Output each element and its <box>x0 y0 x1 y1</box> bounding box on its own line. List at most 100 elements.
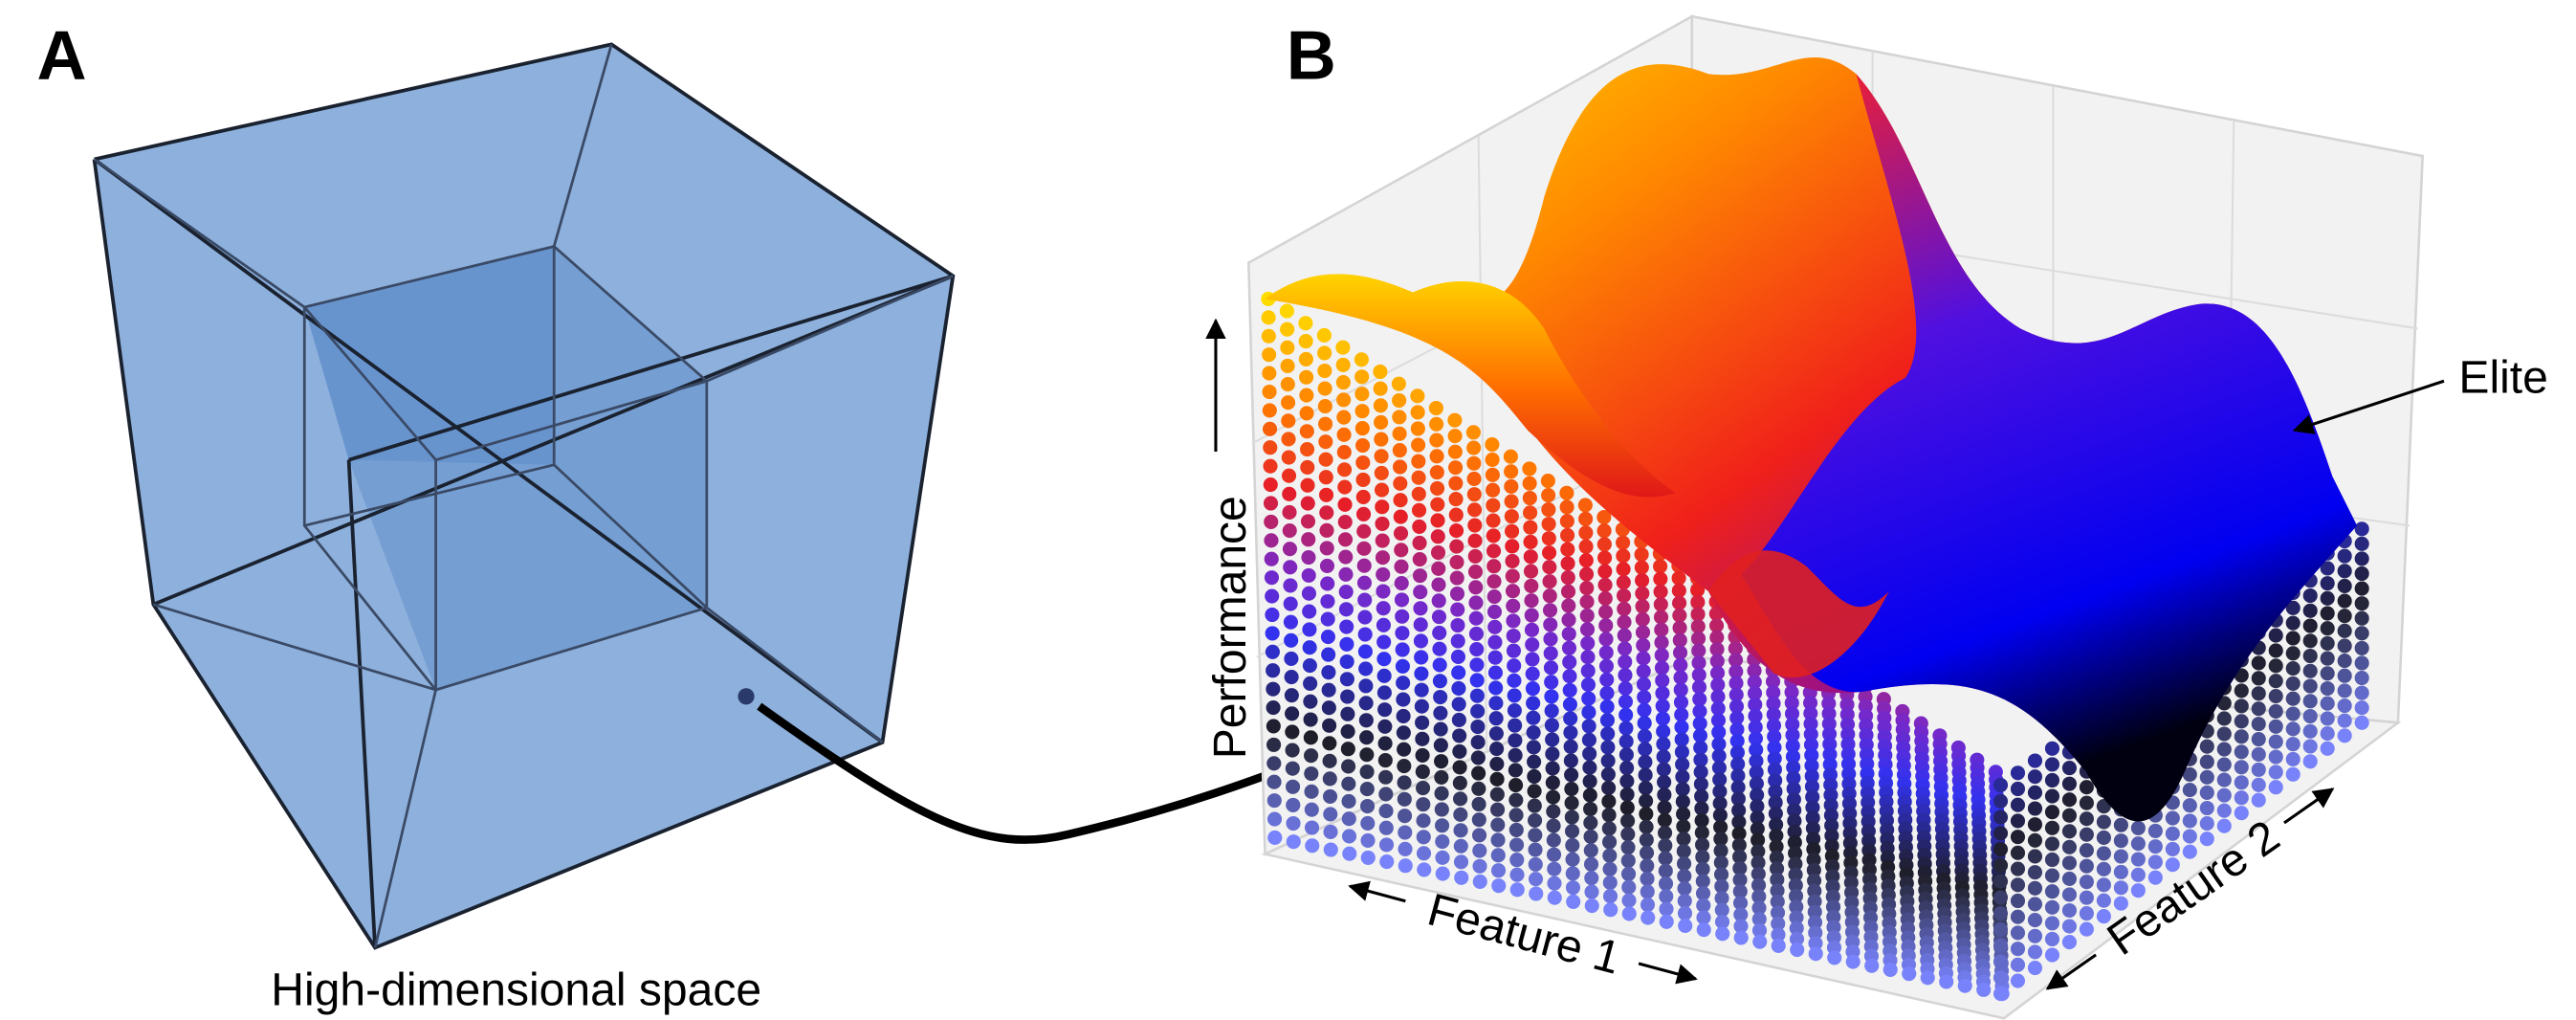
dot <box>1993 970 2009 986</box>
dot <box>1674 732 1689 747</box>
dot <box>1993 793 2009 809</box>
dot <box>1807 894 1822 909</box>
dot <box>1806 841 1821 857</box>
dot <box>1394 559 1409 574</box>
dot <box>2113 833 2128 849</box>
dot <box>2061 776 2077 791</box>
dot <box>1678 918 1693 934</box>
dot <box>1766 685 1781 700</box>
dot <box>1602 889 1618 904</box>
dot <box>1542 545 1557 561</box>
dot <box>1392 443 1407 458</box>
dot <box>1394 543 1409 558</box>
dot <box>2199 785 2214 800</box>
dot <box>1655 698 1670 714</box>
dot <box>2354 685 2369 700</box>
dot <box>2285 676 2301 691</box>
dot <box>1597 605 1614 620</box>
dot <box>1825 878 1840 895</box>
dot <box>1263 477 1278 493</box>
dot <box>1318 434 1333 450</box>
dot <box>2061 761 2077 776</box>
dot <box>1806 832 1821 847</box>
dot <box>1485 467 1500 482</box>
dot <box>1447 412 1463 428</box>
dot <box>1375 516 1390 531</box>
dot <box>1302 604 1317 619</box>
dot <box>2354 581 2369 596</box>
dot <box>1976 982 1992 997</box>
dot <box>1261 310 1276 325</box>
dot <box>2010 925 2026 941</box>
dot <box>1282 523 1297 539</box>
dot <box>1620 840 1636 855</box>
dot <box>1304 765 1319 782</box>
dot <box>1729 710 1745 725</box>
dot <box>2147 870 2163 885</box>
dot <box>1695 837 1710 853</box>
dot <box>1616 562 1631 577</box>
dot <box>1583 856 1599 872</box>
dot <box>1656 749 1671 765</box>
dot <box>2027 849 2043 864</box>
dot <box>1505 584 1521 599</box>
dot <box>1579 622 1596 637</box>
dot <box>1357 627 1373 642</box>
dot <box>1413 585 1428 600</box>
dot <box>1769 828 1784 843</box>
dot <box>1337 497 1353 512</box>
dot <box>1654 660 1670 676</box>
dot <box>1262 384 1277 400</box>
dot <box>2354 626 2369 641</box>
dot <box>1620 866 1637 881</box>
dot <box>1319 522 1334 538</box>
dot <box>1711 748 1727 764</box>
dot <box>1638 780 1653 796</box>
dot <box>2285 646 2301 661</box>
dot <box>1430 497 1445 512</box>
dot <box>1805 821 1820 836</box>
dot <box>2337 713 2352 728</box>
dot <box>2044 899 2060 915</box>
dot <box>2044 741 2060 756</box>
dot <box>1751 922 1768 938</box>
dot <box>1488 711 1504 726</box>
dot <box>1357 610 1373 625</box>
dot <box>2165 826 2180 841</box>
dot <box>1524 608 1539 623</box>
dot <box>1596 510 1612 525</box>
dot <box>1354 404 1370 419</box>
dot <box>1750 866 1766 881</box>
dot <box>1750 821 1765 836</box>
dot <box>1767 762 1782 777</box>
dot <box>1771 938 1786 953</box>
dot <box>1528 828 1543 843</box>
dot <box>1298 334 1313 349</box>
dot <box>1618 654 1633 670</box>
dot <box>2285 661 2301 676</box>
dot <box>1770 894 1785 909</box>
dot <box>1448 492 1464 507</box>
dot <box>2268 703 2283 719</box>
dot <box>1675 782 1690 797</box>
dot <box>1416 846 1432 861</box>
dot <box>1653 559 1668 574</box>
dot <box>1564 767 1579 783</box>
dot <box>1711 760 1727 775</box>
dot <box>1304 748 1319 764</box>
dot <box>2130 820 2146 835</box>
dot <box>1675 757 1690 772</box>
dot <box>1882 962 1898 977</box>
dot <box>2010 781 2026 797</box>
dot <box>1672 632 1687 648</box>
dot <box>1378 787 1394 802</box>
dot <box>1732 849 1748 864</box>
dot <box>1522 461 1537 477</box>
dot <box>1392 410 1407 425</box>
dot <box>1584 871 1599 886</box>
dot <box>1993 874 2009 889</box>
dot <box>1374 432 1389 447</box>
dot <box>1266 737 1282 752</box>
dot <box>1788 877 1803 893</box>
dot <box>1526 696 1541 711</box>
